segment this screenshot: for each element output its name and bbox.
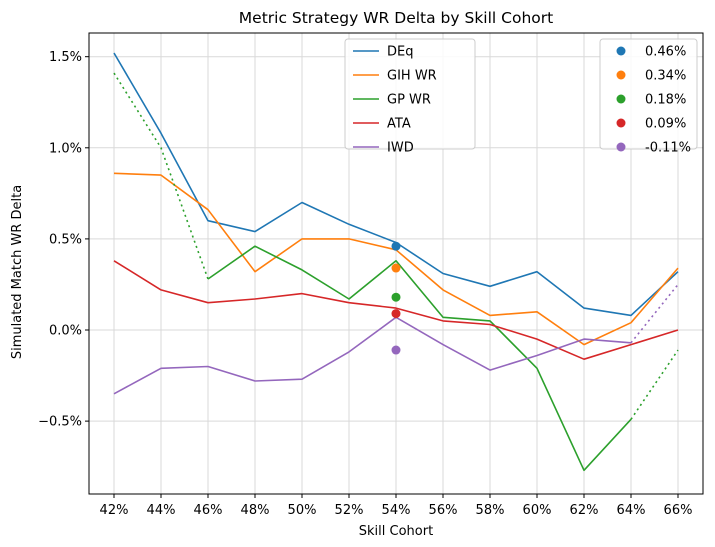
legend-swatch [616,94,626,104]
y-tick-label: 1.5% [49,50,82,65]
marker-point [391,345,401,355]
x-tick-label: 46% [194,503,223,518]
legend-swatch [616,70,626,80]
marker-point [391,309,401,319]
x-tick-label: 58% [476,503,505,518]
legend-label: ATA [387,117,411,132]
x-axis-label: Skill Cohort [359,524,433,539]
legend-label: -0.11% [645,141,691,156]
legend-series: DEq GIH WR GP WR ATA IWD [344,38,476,156]
legend-label: 0.18% [645,93,686,108]
x-tick-label: 44% [147,503,176,518]
legend-label: 0.46% [645,45,686,60]
series-line [207,245,632,472]
x-tick-label: 62% [570,503,599,518]
legend-label: IWD [387,141,414,156]
x-tick-label: 66% [664,503,693,518]
legend-label: 0.34% [645,69,686,84]
x-tick-label: 60% [523,503,552,518]
legend-label: GIH WR [387,69,437,84]
legend-markers: 0.46% 0.34% 0.18% 0.09% -0.11% [599,38,698,156]
marker-point [391,241,401,251]
x-tick-label: 48% [241,503,270,518]
y-tick-label: 0.5% [49,232,82,247]
chart-title: Metric Strategy WR Delta by Skill Cohort [239,9,553,27]
y-tick-label: 0.0% [49,324,82,339]
marker-point [391,292,401,302]
marker-points [391,241,401,355]
x-tick-label: 64% [617,503,646,518]
legend-swatch [616,118,626,128]
y-tick-label: 1.0% [49,141,82,156]
legend-swatch [616,46,626,56]
legend-swatch [616,142,626,152]
legend-box [344,38,476,150]
series-line [113,260,679,361]
y-axis-label: Simulated Match WR Delta [10,185,25,359]
legend-label: GP WR [387,93,431,108]
series-dotted-line [630,349,679,420]
x-tick-label: 56% [429,503,458,518]
x-tick-label: 42% [100,503,129,518]
series-lines [113,52,679,472]
x-tick-label: 54% [382,503,411,518]
x-tick-label: 52% [335,503,364,518]
marker-point [391,263,401,273]
x-tick-label: 50% [288,503,317,518]
series-dotted-line [113,72,209,280]
y-axis-ticks: −0.5% 0.0% 0.5% 1.0% 1.5% [38,50,89,430]
x-axis-ticks: 42% 44% 46% 48% 50% 52% 54% 56% 58% 60% 62% 64% 66% [100,494,693,518]
legend-label: DEq [387,45,413,60]
y-tick-label: −0.5% [38,415,82,430]
legend-label: 0.09% [645,117,686,132]
series-dotted-line [630,283,679,344]
series-line [113,316,632,395]
